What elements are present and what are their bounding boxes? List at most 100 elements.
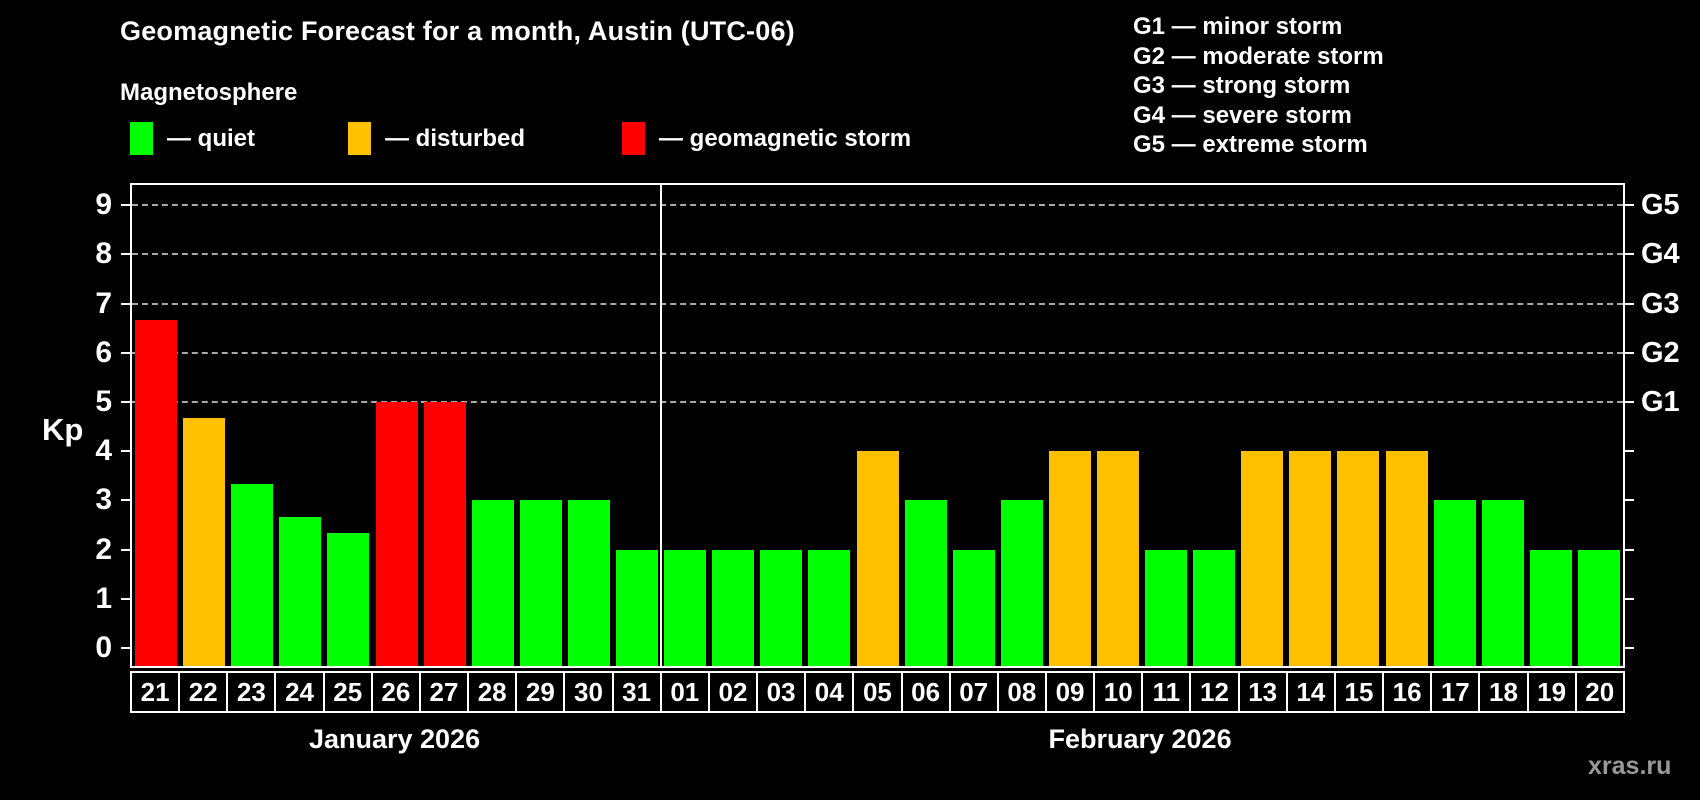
- day-label: 20: [1576, 671, 1625, 713]
- day-label: 18: [1480, 671, 1529, 713]
- day-label: 25: [324, 671, 373, 713]
- kp-bar-day-14: [1289, 451, 1332, 666]
- kp-bar-day-09: [1048, 451, 1091, 666]
- grid-line-g3: [132, 302, 1623, 305]
- legend-storm-label: — geomagnetic storm: [659, 124, 912, 152]
- g-level-label-g4: G4: [1641, 238, 1680, 271]
- y-tick-label: 0: [95, 631, 112, 664]
- y-tick-label: 4: [95, 434, 112, 468]
- y-tick-left: [121, 302, 130, 305]
- kp-bar-day-12: [1193, 549, 1236, 666]
- day-label: 11: [1143, 671, 1192, 713]
- y-tick-right: [1625, 302, 1634, 305]
- kp-bar-day-06: [904, 500, 947, 666]
- kp-bar-day-23: [231, 484, 274, 666]
- day-label: 04: [806, 671, 855, 713]
- y-tick-left: [121, 597, 130, 600]
- y-tick-right: [1625, 548, 1634, 551]
- day-label: 22: [180, 671, 229, 713]
- kp-bar-day-20: [1577, 549, 1620, 666]
- kp-bar-day-19: [1529, 549, 1572, 666]
- disturbed-color-swatch: [348, 122, 371, 155]
- day-label: 02: [709, 671, 759, 713]
- legend-item-storm: — geomagnetic storm: [622, 121, 911, 156]
- day-label: 06: [902, 671, 951, 713]
- day-label: 31: [613, 671, 662, 713]
- g-legend-line: G5 — extreme storm: [1133, 131, 1368, 158]
- subtitle-magnetosphere: Magnetosphere: [120, 79, 298, 106]
- day-label: 28: [469, 671, 518, 713]
- kp-bar-day-29: [519, 500, 562, 666]
- g-level-label-g3: G3: [1641, 287, 1680, 320]
- kp-bar-day-13: [1241, 451, 1284, 666]
- kp-bar-day-10: [1096, 451, 1139, 666]
- kp-bar-day-17: [1433, 500, 1476, 666]
- quiet-color-swatch: [130, 122, 153, 155]
- g-legend-line: G1 — minor storm: [1133, 13, 1343, 40]
- day-label: 27: [420, 671, 470, 713]
- y-tick-right: [1625, 597, 1634, 600]
- day-label: 19: [1528, 671, 1577, 713]
- month-separator-line: [660, 185, 663, 666]
- y-tick-right: [1625, 204, 1634, 207]
- kp-bar-day-24: [279, 516, 322, 666]
- day-label: 15: [1335, 671, 1385, 713]
- day-label: 10: [1095, 671, 1144, 713]
- kp-bar-day-25: [327, 533, 370, 666]
- day-label: 09: [1046, 671, 1096, 713]
- kp-bar-day-31: [616, 549, 659, 666]
- day-label: 21: [130, 671, 181, 713]
- kp-bar-day-07: [952, 549, 995, 666]
- day-label: 29: [517, 671, 566, 713]
- grid-line-g4: [132, 253, 1623, 256]
- kp-bar-day-05: [856, 451, 899, 666]
- day-labels-row: 21 22 23 24 25 26 27 28 29 30 31 01 02 03 04 05 06 07 08 09…: [130, 671, 1625, 713]
- grid-line-g2: [132, 351, 1623, 354]
- g-legend-line: G2 — moderate storm: [1133, 42, 1384, 70]
- kp-bar-day-30: [567, 500, 610, 666]
- y-tick-left: [121, 204, 130, 207]
- day-label: 17: [1432, 671, 1481, 713]
- day-label: 03: [758, 671, 807, 713]
- g-level-label-g5: G5: [1641, 189, 1680, 222]
- y-tick-right: [1625, 647, 1634, 649]
- day-label: 13: [1239, 671, 1288, 713]
- kp-bar-day-22: [183, 418, 226, 666]
- kp-bar-day-03: [760, 549, 803, 666]
- y-tick-left: [121, 253, 130, 256]
- y-tick-right: [1625, 401, 1634, 403]
- y-tick-label: 6: [95, 335, 112, 369]
- day-label: 30: [565, 671, 614, 713]
- y-tick-label: 2: [95, 532, 112, 566]
- kp-bar-day-28: [471, 500, 514, 666]
- kp-bar-day-02: [712, 549, 755, 666]
- kp-bar-day-16: [1385, 451, 1428, 666]
- y-tick-label: 8: [95, 237, 112, 271]
- day-label: 24: [276, 671, 325, 713]
- y-tick-left: [121, 401, 130, 403]
- month-label-1: February 2026: [1048, 724, 1232, 754]
- day-label: 08: [998, 671, 1047, 713]
- g-legend-line: G4 — severe storm: [1133, 101, 1352, 129]
- y-tick-label: 3: [95, 483, 112, 517]
- watermark: xras.ru: [1588, 752, 1672, 780]
- kp-bar-day-15: [1337, 451, 1380, 666]
- y-tick-label: 1: [95, 581, 112, 615]
- plot-area: [130, 183, 1625, 668]
- y-tick-left: [121, 647, 130, 649]
- day-label: 07: [950, 671, 999, 713]
- g-legend-line: G3 — strong storm: [1133, 72, 1351, 99]
- kp-bar-day-21: [135, 319, 178, 666]
- y-tick-label: 9: [95, 188, 112, 222]
- storm-color-swatch: [622, 122, 645, 155]
- day-label: 01: [661, 671, 710, 713]
- g-level-label-g1: G1: [1641, 386, 1680, 418]
- grid-line-g5: [132, 204, 1623, 207]
- kp-bar-day-18: [1481, 500, 1524, 666]
- kp-bar-day-27: [423, 402, 466, 666]
- y-tick-right: [1625, 253, 1634, 256]
- day-label: 12: [1191, 671, 1240, 713]
- month-label-0: January 2026: [308, 724, 481, 754]
- day-label: 16: [1384, 671, 1433, 713]
